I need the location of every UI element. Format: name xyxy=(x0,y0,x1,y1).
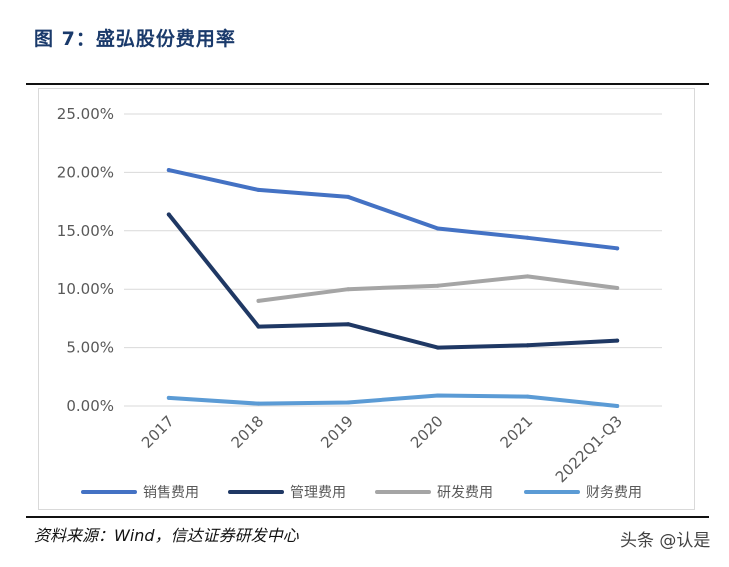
y-tick-label: 5.00% xyxy=(66,339,114,357)
series-line-3 xyxy=(166,393,620,408)
watermark: 头条 @认是 xyxy=(620,531,711,551)
x-tick-label: 2022Q1-Q3 xyxy=(552,412,626,486)
y-tick-label: 15.00% xyxy=(57,222,114,240)
x-tick-label: 2019 xyxy=(317,412,357,452)
data-point xyxy=(615,286,620,291)
legend-label: 财务费用 xyxy=(586,485,642,501)
chart-frame xyxy=(38,88,695,510)
y-tick-label: 0.00% xyxy=(66,397,114,415)
data-point xyxy=(525,235,530,240)
data-point xyxy=(615,404,620,408)
y-axis-ticks: 0.00% 5.00% 10.00% 15.00% 20.00% 25.00% xyxy=(57,105,114,415)
series-line-0 xyxy=(166,168,620,251)
data-point xyxy=(166,212,171,217)
data-point xyxy=(166,168,171,173)
series-line-1 xyxy=(166,212,620,350)
x-tick-label: 2021 xyxy=(497,412,537,452)
data-point xyxy=(346,400,351,405)
data-point xyxy=(525,343,530,348)
x-tick-label: 2017 xyxy=(138,412,178,452)
x-tick-label: 2018 xyxy=(228,412,268,452)
y-tick-label: 20.00% xyxy=(57,163,114,181)
data-point xyxy=(615,338,620,343)
data-point xyxy=(525,274,530,279)
bottom-rule xyxy=(26,516,709,518)
data-point xyxy=(435,345,440,350)
legend-label: 销售费用 xyxy=(143,485,199,501)
x-tick-label: 2020 xyxy=(407,412,447,452)
data-point xyxy=(435,393,440,398)
legend-label: 管理费用 xyxy=(290,485,346,501)
series-lines xyxy=(166,168,620,408)
data-point xyxy=(615,246,620,251)
x-axis-ticks: 2017 2018 2019 2020 2021 2022Q1-Q3 xyxy=(138,412,626,486)
top-rule xyxy=(26,83,709,85)
data-point xyxy=(256,298,261,303)
grid-lines xyxy=(124,113,662,407)
y-tick-label: 10.00% xyxy=(57,280,114,298)
legend: 销售费用 管理费用 研发费用 财务费用 xyxy=(81,485,642,501)
data-point xyxy=(256,324,261,329)
y-tick-label: 25.00% xyxy=(57,105,114,123)
data-point xyxy=(346,287,351,292)
data-point xyxy=(525,394,530,399)
data-point xyxy=(435,283,440,288)
data-point xyxy=(346,322,351,327)
data-point xyxy=(166,395,171,400)
source-note: 资料来源：Wind，信达证券研发中心 xyxy=(34,526,299,545)
data-point xyxy=(346,194,351,199)
series-line-2 xyxy=(256,274,620,303)
legend-label: 研发费用 xyxy=(437,485,493,501)
data-point xyxy=(256,187,261,192)
data-point xyxy=(435,226,440,231)
figure-title: 图 7：盛弘股份费用率 xyxy=(34,28,236,50)
data-point xyxy=(256,401,261,406)
